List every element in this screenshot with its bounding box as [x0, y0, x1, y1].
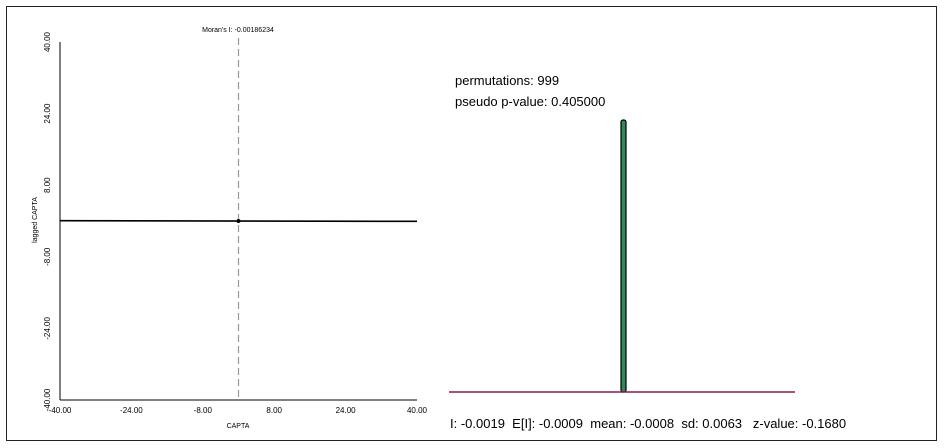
- x-tick-label: 8.00: [266, 406, 282, 415]
- scatter-title: Moran's I: -0.00186234: [202, 27, 274, 34]
- x-axis-label: CAPTA: [227, 423, 250, 430]
- y-tick-label: -8.00: [43, 247, 52, 266]
- x-tick-label: -24.00: [120, 406, 143, 415]
- stat-sd: sd: 0.0063: [681, 416, 743, 431]
- stat-z-value: z-value: -0.1680: [752, 416, 847, 431]
- chart-frame: [6, 6, 937, 441]
- permutations-label: permutations: 999: [455, 73, 560, 88]
- x-tick-label: -40.00: [49, 406, 72, 415]
- scatter-marks: [59, 38, 418, 400]
- stat-mean: mean: -0.0008: [590, 416, 675, 431]
- stats-line: I: -0.0019 E[I]: -0.0009 mean: -0.0008 s…: [450, 416, 846, 431]
- x-tick-labels: -40.00 -24.00 -8.00 8.00 24.00 40.00: [49, 406, 428, 415]
- x-tick-label: 24.00: [336, 406, 357, 415]
- y-axis-label: lagged CAPTA: [32, 197, 39, 243]
- histogram-bar: [620, 119, 627, 393]
- y-tick-label: 24.00: [43, 103, 52, 124]
- stat-expected-i: E[I]: -0.0009: [512, 416, 583, 431]
- y-tick-label: -40.00: [43, 388, 52, 411]
- histogram-marks: [449, 119, 795, 393]
- x-tick-label: -8.00: [194, 406, 213, 415]
- scatter-point: [236, 219, 241, 223]
- y-tick-label: 40.00: [43, 31, 52, 52]
- stat-i: I: -0.0019: [450, 416, 505, 431]
- y-tick-labels: -40.00 -24.00 -8.00 8.00 24.00 40.00: [43, 31, 52, 411]
- y-tick-label: 8.00: [43, 177, 52, 193]
- x-tick-label: 40.00: [407, 406, 428, 415]
- y-tick-label: -24.00: [43, 317, 52, 340]
- pseudo-p-value-label: pseudo p-value: 0.405000: [455, 94, 606, 109]
